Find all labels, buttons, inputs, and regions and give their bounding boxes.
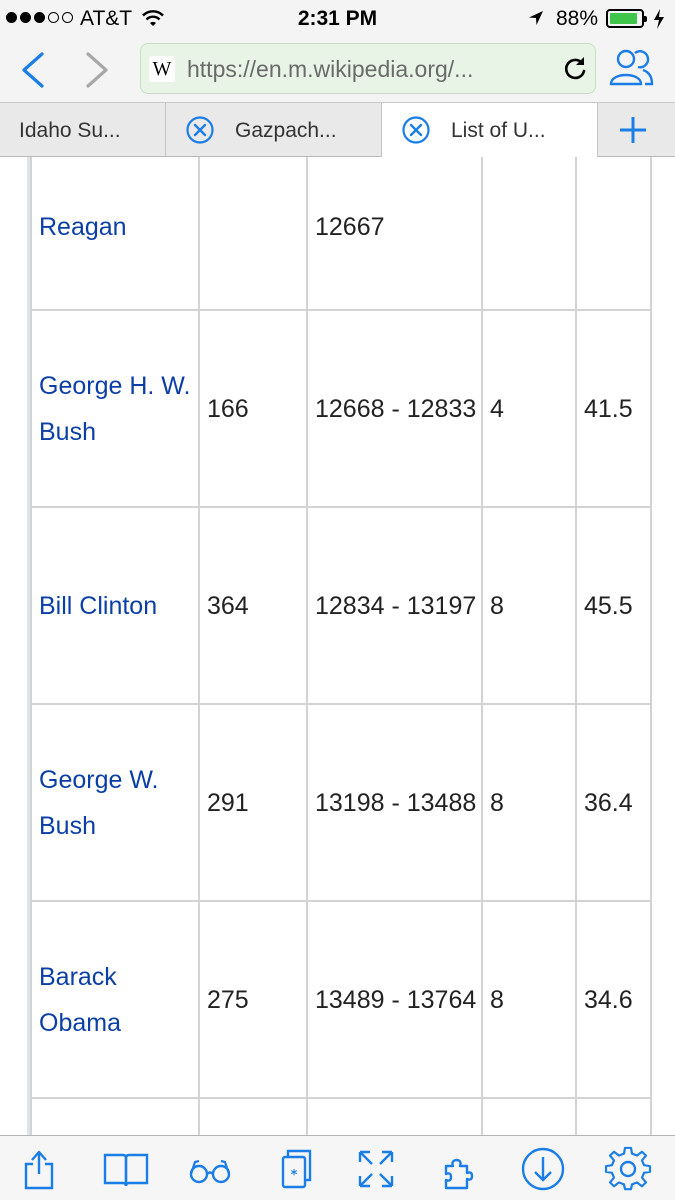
- battery-icon: [606, 9, 647, 28]
- table-row: Barack Obama 275 13489 - 13764 8 34.6: [30, 900, 652, 1099]
- table-cell: 4: [481, 309, 577, 508]
- table-row: George W. Bush 291 13198 - 13488 8 36.4: [30, 703, 652, 902]
- plus-icon: [620, 117, 646, 143]
- share-button[interactable]: [15, 1146, 63, 1192]
- profiles-button[interactable]: [605, 46, 655, 95]
- reader-button[interactable]: [186, 1146, 234, 1192]
- tab-label: List of U...: [451, 119, 546, 142]
- table-cell: 13198 - 13488: [306, 703, 483, 902]
- table-cell: 41.5: [575, 309, 652, 508]
- forward-button[interactable]: [74, 48, 118, 92]
- svg-text:*: *: [291, 1168, 298, 1183]
- settings-gear-icon: [604, 1146, 652, 1191]
- president-link[interactable]: Bill Clinton: [39, 591, 158, 620]
- downloads-button[interactable]: [519, 1146, 567, 1192]
- president-link[interactable]: Reagan: [39, 212, 127, 241]
- tab-label: Idaho Su...: [19, 119, 121, 142]
- table-cell: 381: [198, 157, 308, 311]
- wifi-icon: [141, 8, 165, 34]
- table-cell: 12834 - 13197: [306, 506, 483, 705]
- tabs-button[interactable]: *: [270, 1146, 318, 1192]
- new-tab-button[interactable]: [618, 115, 648, 150]
- president-link[interactable]: George H. W. Bush: [39, 371, 191, 446]
- tab-idaho[interactable]: Idaho Su...: [0, 103, 166, 157]
- table-cell: 12667: [306, 157, 483, 311]
- wikipedia-logo-icon: W: [149, 56, 175, 82]
- bottom-toolbar: *: [0, 1135, 675, 1200]
- page-content[interactable]: Reagan 381 12667 8 47.6 George H. W. Bus…: [0, 157, 675, 1135]
- settings-button[interactable]: [604, 1146, 652, 1192]
- tab-close-button[interactable]: [185, 115, 215, 151]
- reader-glasses-icon: [189, 1159, 231, 1184]
- tab-bar: Idaho Su... Gazpach... List of U...: [0, 102, 675, 157]
- table-cell: [1]: [198, 1097, 308, 1135]
- table-cell: 36.4: [575, 703, 652, 902]
- url-text: https://en.m.wikipedia.org/...: [187, 56, 474, 82]
- fullscreen-button[interactable]: [352, 1146, 400, 1192]
- table-cell: 8: [481, 703, 577, 902]
- back-chevron-icon: [22, 52, 44, 88]
- table-row: Reagan 381 12667 8 47.6: [30, 157, 652, 311]
- tab-list-of-u[interactable]: List of U...: [382, 103, 598, 157]
- table-cell: [481, 1097, 577, 1135]
- table-cell: 34.6: [575, 900, 652, 1099]
- tab-label: Gazpach...: [235, 119, 337, 142]
- table-cell: 47.6: [575, 157, 652, 311]
- table-cell: 45.5: [575, 506, 652, 705]
- fullscreen-icon: [358, 1150, 394, 1188]
- page-left-gutter: [0, 157, 31, 1135]
- address-bar[interactable]: W https://en.m.wikipedia.org/...: [140, 43, 596, 94]
- table-row: Bill Clinton 364 12834 - 13197 8 45.5: [30, 506, 652, 705]
- back-button[interactable]: [12, 48, 56, 92]
- tab-close-button[interactable]: [401, 115, 431, 151]
- president-link[interactable]: George W. Bush: [39, 765, 159, 840]
- extensions-puzzle-icon: [444, 1158, 474, 1190]
- reload-button[interactable]: [561, 55, 589, 88]
- location-arrow-icon: [527, 9, 545, 33]
- table-cell: 166: [198, 309, 308, 508]
- table-cell: 13489 - 13764: [306, 900, 483, 1099]
- table-cell: 13765 -: [306, 1097, 483, 1135]
- table-cell: [575, 1097, 652, 1135]
- carrier-name: AT&T: [80, 7, 133, 30]
- table-row: George H. W. Bush 166 12668 - 12833 4 41…: [30, 309, 652, 508]
- downloads-icon: [521, 1147, 565, 1191]
- battery-percent: 88%: [556, 7, 599, 30]
- forward-chevron-icon: [86, 52, 108, 88]
- table-cell: 8: [481, 157, 577, 311]
- table-cell: 8: [481, 900, 577, 1099]
- president-link[interactable]: Barack Obama: [39, 962, 121, 1037]
- table-cell: 12668 - 12833: [306, 309, 483, 508]
- data-table: Reagan 381 12667 8 47.6 George H. W. Bus…: [30, 157, 652, 1135]
- share-icon: [24, 1150, 54, 1190]
- table-cell: 8: [481, 506, 577, 705]
- charging-bolt-icon: [652, 8, 666, 36]
- close-circle-icon: [402, 116, 430, 144]
- table-cell: 275: [198, 900, 308, 1099]
- navigation-bar: W https://en.m.wikipedia.org/...: [0, 38, 675, 102]
- bookmarks-book-icon: [103, 1153, 149, 1187]
- status-bar: AT&T 2:31 PM 88%: [0, 0, 675, 38]
- bookmarks-button[interactable]: [102, 1146, 150, 1192]
- tabs-copy-icon: *: [281, 1149, 312, 1189]
- table-cell: 291: [198, 703, 308, 902]
- signal-strength-icon: [6, 12, 73, 23]
- table-row: Donald [1] 13765 -: [30, 1097, 652, 1135]
- profiles-icon: [609, 49, 654, 86]
- tab-gazpacho[interactable]: Gazpach...: [166, 103, 382, 157]
- reload-icon: [564, 57, 586, 80]
- extensions-button[interactable]: [436, 1146, 484, 1192]
- close-circle-icon: [186, 116, 214, 144]
- table-cell: 364: [198, 506, 308, 705]
- clock: 2:31 PM: [297, 7, 378, 30]
